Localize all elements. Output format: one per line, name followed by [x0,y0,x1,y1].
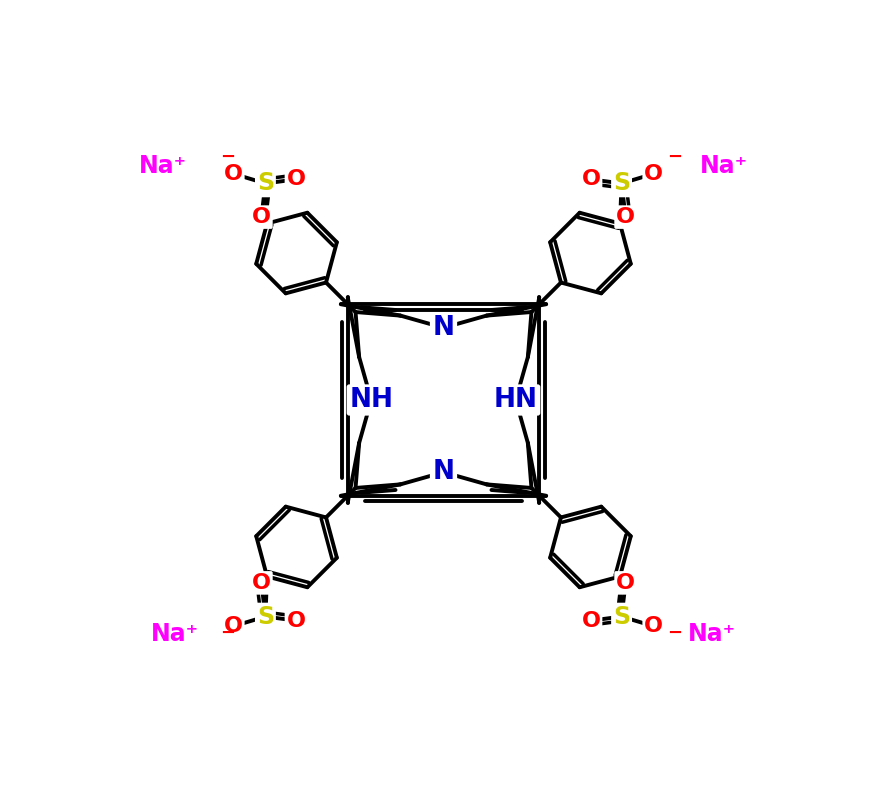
Text: O: O [643,164,663,183]
Text: O: O [286,611,305,630]
Text: HN: HN [494,387,537,413]
Text: Na⁺: Na⁺ [138,154,187,178]
Text: O: O [616,573,634,593]
Text: S: S [257,171,274,196]
Text: O: O [223,164,243,183]
Text: Na⁺: Na⁺ [151,622,198,646]
Text: −: − [666,625,681,642]
Text: NH: NH [349,387,392,413]
Text: N: N [432,315,454,341]
Text: O: O [643,617,663,636]
Text: S: S [612,604,629,629]
Text: −: − [220,148,235,166]
Text: O: O [581,170,600,189]
Text: S: S [612,171,629,196]
Text: O: O [616,207,634,227]
Text: O: O [252,573,270,593]
Text: −: − [666,148,681,166]
Text: −: − [220,625,235,642]
Text: Na⁺: Na⁺ [688,622,735,646]
Text: S: S [257,604,274,629]
Text: O: O [286,170,305,189]
Text: O: O [252,207,270,227]
Text: O: O [581,611,600,630]
Text: O: O [223,617,243,636]
Text: Na⁺: Na⁺ [699,154,748,178]
Text: N: N [432,459,454,486]
